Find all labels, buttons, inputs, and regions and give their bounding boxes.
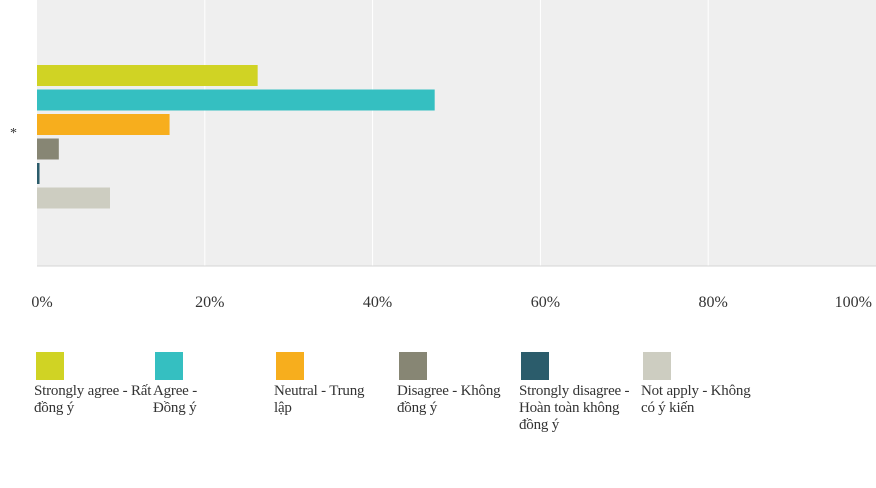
legend-swatch — [36, 352, 64, 380]
bar — [37, 163, 40, 184]
legend-swatch — [399, 352, 427, 380]
legend-label: Neutral - Trung lập — [274, 383, 365, 416]
bar — [37, 65, 258, 86]
bars — [37, 65, 435, 209]
legend-item-strongly-agree: Strongly agree - Rất đồng ý — [34, 352, 154, 417]
bar-chart: 0% 20% 40% 60% 80% 100% * — [10, 0, 876, 311]
x-tick-label: 80% — [699, 294, 728, 311]
legend-label: Not apply - Không có ý kiến — [641, 383, 751, 416]
bar — [37, 89, 435, 111]
category-label: * — [10, 126, 17, 141]
x-tick-label: 100% — [835, 294, 872, 311]
legend-label: Disagree - Không đồng ý — [397, 383, 501, 416]
legend-swatch — [521, 352, 549, 380]
legend-item-strongly-disagree: Strongly disagree - Hoàn toàn không đồng… — [519, 352, 639, 434]
x-tick-label: 40% — [363, 294, 392, 311]
bar — [37, 138, 59, 160]
x-tick-label: 0% — [31, 294, 52, 311]
bar — [37, 114, 170, 135]
legend-label: Strongly agree - Rất đồng ý — [34, 383, 152, 416]
legend-item-neutral: Neutral - Trung lập — [274, 352, 394, 417]
legend-label: Strongly disagree - Hoàn toàn không đồng… — [519, 383, 630, 433]
legend-item-agree: Agree - Đồng ý — [153, 352, 273, 417]
legend-item-not-apply: Not apply - Không có ý kiến — [641, 352, 761, 417]
legend-swatch — [276, 352, 304, 380]
x-axis-ticks: 0% 20% 40% 60% 80% 100% — [31, 294, 872, 311]
plot-background — [37, 0, 876, 266]
legend-item-disagree: Disagree - Không đồng ý — [397, 352, 517, 417]
legend-swatch — [643, 352, 671, 380]
bar — [37, 187, 110, 209]
gridlines — [204, 0, 709, 266]
legend-swatch — [155, 352, 183, 380]
x-tick-label: 60% — [531, 294, 560, 311]
legend-label: Agree - Đồng ý — [153, 383, 197, 416]
x-tick-label: 20% — [195, 294, 224, 311]
